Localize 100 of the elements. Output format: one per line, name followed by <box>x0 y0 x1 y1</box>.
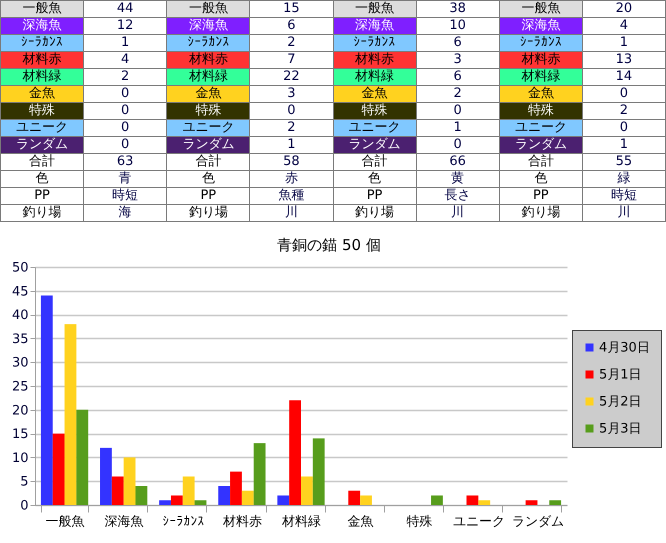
text: 特殊 <box>499 102 582 120</box>
text: 深海魚 <box>166 18 250 34</box>
bar <box>360 495 372 505</box>
bar <box>159 500 171 505</box>
bar <box>112 476 124 505</box>
text: 6 <box>250 18 333 34</box>
bar <box>182 476 195 505</box>
text: ｼｰﾗｶﾝｽ <box>0 34 84 52</box>
legend-label: 5月2日 <box>599 394 642 410</box>
text: 釣り場 <box>333 204 416 222</box>
text: 材料赤 <box>333 52 416 68</box>
bar <box>194 500 206 505</box>
text: 一般魚 <box>0 0 84 18</box>
text: 釣り場 <box>166 204 250 222</box>
text: 材料緑 <box>499 68 582 86</box>
text: 22 <box>250 68 333 86</box>
text: 0 <box>250 102 333 120</box>
x-tick-label: 材料赤 <box>222 514 262 530</box>
text: 1 <box>84 34 167 52</box>
chart-title: 青銅の錨 50 個 <box>277 236 381 254</box>
bar <box>312 438 325 505</box>
text: 15 <box>250 0 333 18</box>
y-tick-label: 40 <box>12 308 28 324</box>
text: 深海魚 <box>333 18 416 34</box>
bar <box>218 486 230 505</box>
y-tick-label: 35 <box>12 332 28 347</box>
text: ランダム <box>166 136 250 154</box>
legend-label: 5月3日 <box>599 422 642 436</box>
text: ユニーク <box>333 120 416 136</box>
text: 6 <box>416 68 500 86</box>
text: 時短 <box>582 188 666 204</box>
text: 海 <box>84 204 167 222</box>
text: 長さ <box>416 188 500 204</box>
text: PP <box>499 188 582 204</box>
text: 合計 <box>333 154 416 170</box>
text: 特殊 <box>0 102 84 120</box>
bar <box>52 434 65 505</box>
text: ユニーク <box>166 120 250 136</box>
text: 材料赤 <box>0 52 84 68</box>
bar <box>348 490 360 505</box>
x-tick-label: 特殊 <box>406 514 433 530</box>
text: 川 <box>250 204 333 222</box>
text: 3 <box>250 86 333 102</box>
text: 0 <box>416 102 500 120</box>
text: 0 <box>582 86 666 102</box>
text: 青 <box>84 170 167 188</box>
text: 材料赤 <box>166 52 250 68</box>
text: 2 <box>84 68 167 86</box>
text: 合計 <box>499 154 582 170</box>
text: 材料緑 <box>166 68 250 86</box>
text: 色 <box>499 170 582 188</box>
x-tick-label: 深海魚 <box>104 514 144 530</box>
text: 合計 <box>166 154 250 170</box>
bar <box>242 490 254 505</box>
text: 10 <box>416 18 500 34</box>
text: 13 <box>582 52 666 68</box>
bar <box>478 500 490 505</box>
y-tick-label: 20 <box>12 403 28 418</box>
text: 緑 <box>582 170 666 188</box>
x-tick-label: ランダム <box>512 514 564 530</box>
bar <box>277 495 290 505</box>
text: ランダム <box>0 136 84 154</box>
text: 55 <box>582 154 666 170</box>
text: 魚種 <box>250 188 333 204</box>
text: 材料緑 <box>0 68 84 86</box>
text: 20 <box>582 0 666 18</box>
legend-label: 4月30日 <box>599 340 650 356</box>
text: ランダム <box>333 136 416 154</box>
text: 色 <box>0 170 84 188</box>
bar <box>526 500 538 505</box>
bar <box>466 495 478 505</box>
text: 時短 <box>84 188 167 204</box>
text: 2 <box>416 86 500 102</box>
text: 6 <box>416 34 500 52</box>
text: ｼｰﾗｶﾝｽ <box>499 34 582 52</box>
bar <box>289 400 301 505</box>
bar <box>135 486 148 505</box>
text: ユニーク <box>0 120 84 136</box>
text: 川 <box>582 204 666 222</box>
x-tick-label: ｼｰﾗｶﾝｽ <box>162 514 204 530</box>
text: 0 <box>416 136 500 154</box>
text: 深海魚 <box>499 18 582 34</box>
bar <box>170 495 183 505</box>
text: 黄 <box>416 170 500 188</box>
text: 58 <box>250 154 333 170</box>
text: 一般魚 <box>499 0 582 18</box>
text: 38 <box>416 0 500 18</box>
bar <box>254 443 266 505</box>
text: 7 <box>250 52 333 68</box>
bar <box>230 472 242 505</box>
text: 4 <box>84 52 167 68</box>
text: 特殊 <box>333 102 416 120</box>
y-tick-label: 15 <box>12 427 28 442</box>
text: 色 <box>333 170 416 188</box>
text: 12 <box>84 18 167 34</box>
text: 1 <box>582 136 666 154</box>
bar <box>301 476 313 505</box>
text: 66 <box>416 154 500 170</box>
text: ｼｰﾗｶﾝｽ <box>333 34 416 52</box>
text: PP <box>0 188 84 204</box>
